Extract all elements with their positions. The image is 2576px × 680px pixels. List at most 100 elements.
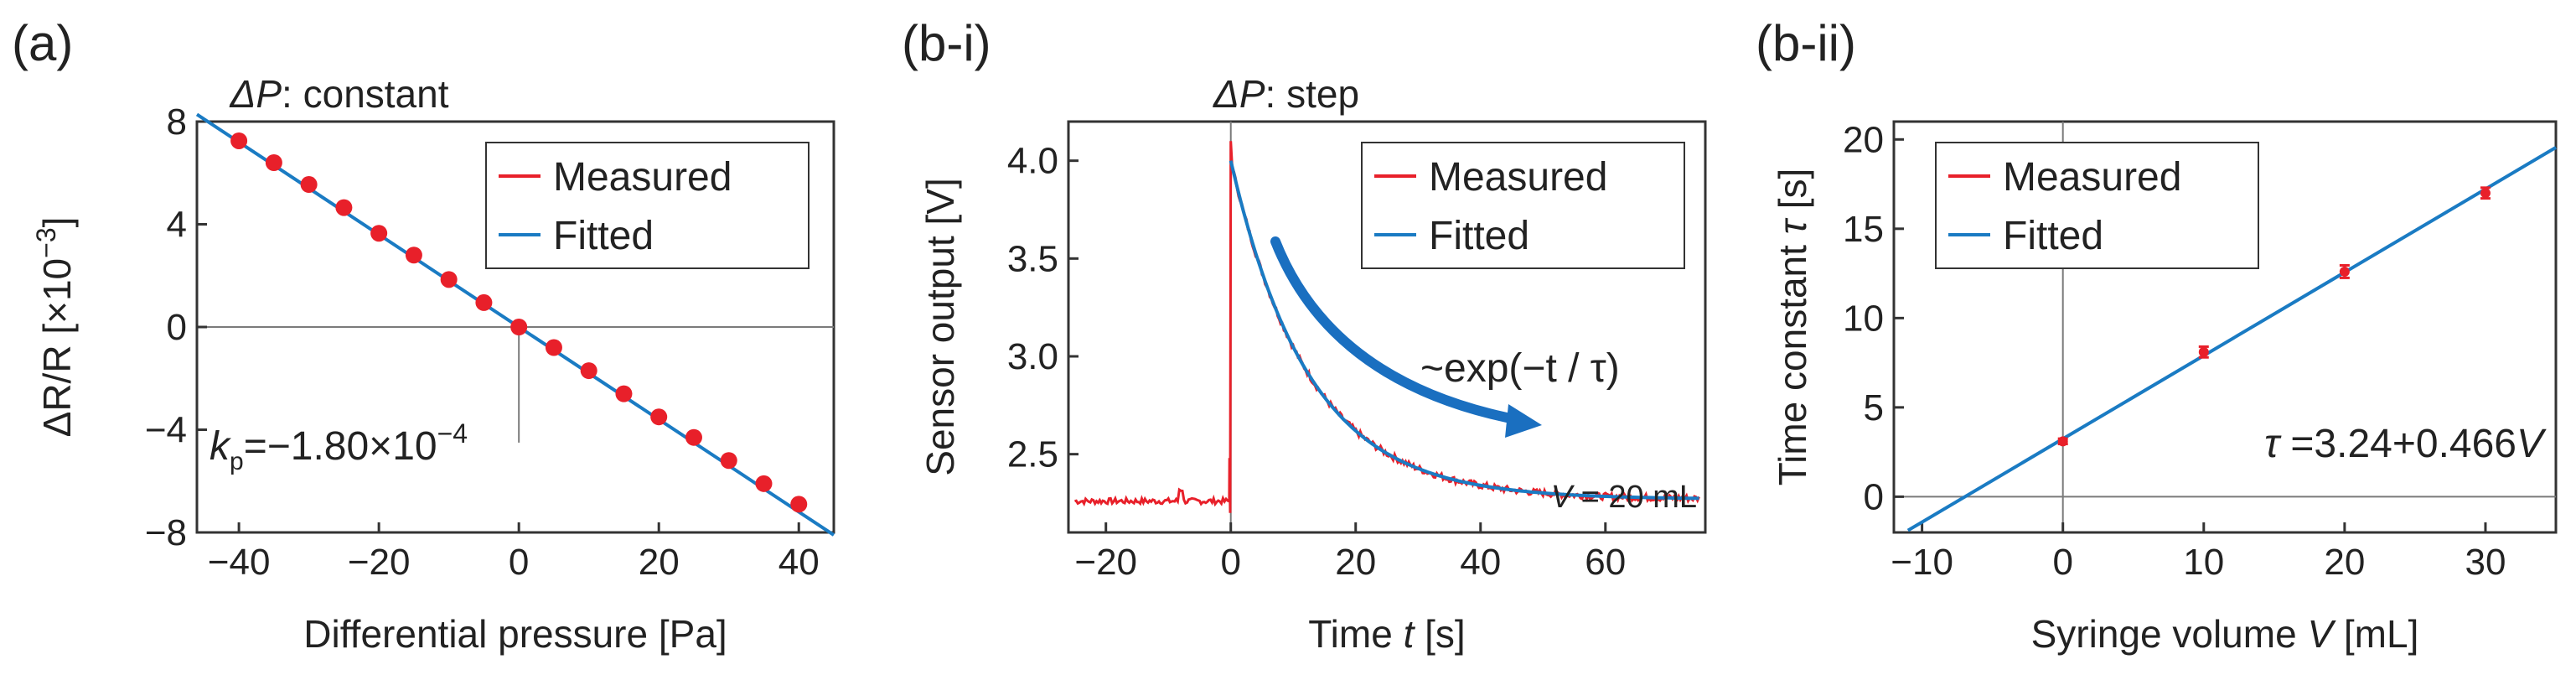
b2-xtick-label: 20 <box>2324 542 2365 583</box>
panel-a-ylabel-end: ] <box>35 217 79 228</box>
a-xtick-label: −40 <box>208 542 271 583</box>
panel-b-i-vol-var: V <box>1551 480 1575 515</box>
a-measured-point <box>475 293 493 311</box>
panel-b-i-xlabel: Time t [s] <box>1308 612 1465 656</box>
panel-b-ii-annotation: τ =3.24+0.466V <box>2264 422 2547 466</box>
b1-xtick-label: 0 <box>1220 542 1240 583</box>
b1-ytick-label: 3.5 <box>1007 238 1058 279</box>
panel-a-ylabel-exp: −3 <box>31 227 61 257</box>
b2-measured-point <box>2198 346 2209 357</box>
b1-xtick-label: 60 <box>1585 542 1626 583</box>
panel-b-i-frame <box>1067 120 1707 534</box>
a-xtick-label: 40 <box>778 542 820 583</box>
panel-b-ii-label: (b-ii) <box>1756 15 1856 71</box>
panel-a-legend: Measured Fitted <box>485 142 810 269</box>
decay-arrow <box>1270 236 1529 426</box>
panel-a-label: (a) <box>12 15 73 71</box>
a-measured-point <box>790 496 808 513</box>
panel-a-annotation: kp=−1.80×10−4 <box>209 418 468 475</box>
panel-b-i-legend-fitted: Fitted <box>1429 214 1529 258</box>
a-measured-point <box>335 199 353 216</box>
a-measured-point <box>230 132 248 149</box>
panel-b-ii-ann-tau: τ <box>2264 422 2282 466</box>
panel-a-title: ΔP: constant <box>230 72 449 116</box>
a-measured-point <box>265 154 282 171</box>
b2-xtick-label: −10 <box>1891 542 1953 583</box>
a-ytick-label: 4 <box>167 205 187 246</box>
a-measured-point <box>580 362 597 380</box>
panel-a-ann-k: k <box>209 424 232 469</box>
b2-xtick-label: 10 <box>2183 542 2224 583</box>
panel-b-i-label: (b-i) <box>902 15 991 71</box>
a-measured-point <box>440 271 458 288</box>
b2-measured-point <box>2480 188 2491 199</box>
a-ytick-label: −8 <box>145 512 187 553</box>
panel-b-i-volume-annotation: V = 20 mL <box>1551 480 1697 515</box>
panel-a-ylabel: ΔR/R [×10−3] <box>31 217 79 438</box>
panel-a-legend-box <box>485 142 810 269</box>
panel-b-ii-legend-box <box>1935 142 2259 269</box>
b1-xtick-label: −20 <box>1074 542 1137 583</box>
panel-b-ii-legend-measured: Measured <box>2003 155 2181 200</box>
panel-b-ii-xlabel-post: [mL] <box>2333 612 2418 656</box>
panel-b-ii-legend: Measured Fitted <box>1935 142 2259 269</box>
a-measured-point <box>685 428 702 446</box>
panel-b-i-exp-annotation: ~exp(−t / τ) <box>1420 346 1620 391</box>
panel-b-i-vol-text: = 20 mL <box>1572 480 1697 515</box>
panel-a-title-var: ΔP <box>230 72 282 116</box>
b2-measured-point <box>2339 266 2350 277</box>
a-measured-point <box>405 247 422 264</box>
b2-ytick-label: 0 <box>1864 476 1884 517</box>
b2-ytick-label: 15 <box>1843 209 1884 250</box>
a-measured-point <box>755 475 773 492</box>
b1-ytick-label: 4.0 <box>1007 141 1058 182</box>
panel-a-legend-fitted: Fitted <box>553 214 654 258</box>
a-ytick-label: −4 <box>145 410 187 451</box>
panel-b-ii-ylabel: Time constant τ [s] <box>1771 169 1814 486</box>
panel-b-i-title-var: ΔP <box>1213 72 1265 116</box>
panel-a-legend-measured: Measured <box>553 155 732 200</box>
panel-a-ylabel-main: ΔR/R [×10 <box>35 258 79 438</box>
a-measured-point <box>370 225 388 242</box>
panel-b-ii-ylabel-pre: Time constant <box>1771 234 1814 485</box>
b2-xtick-label: 0 <box>2052 542 2072 583</box>
panel-b-ii-ylabel-post: [s] <box>1771 169 1814 220</box>
a-measured-point <box>545 339 562 356</box>
a-xtick-label: 0 <box>509 542 529 583</box>
a-xtick-label: −20 <box>348 542 411 583</box>
b1-ytick-label: 2.5 <box>1007 434 1058 475</box>
panel-b-i-xlabel-pre: Time <box>1308 612 1403 656</box>
panel-b-i-plot: −20 0 20 40 60 2.5 3.0 3.5 4.0 <box>1007 122 1700 583</box>
panel-a-ann-eq: =−1.80×10 <box>244 424 437 469</box>
panel-a-ann-sub: p <box>230 448 244 475</box>
a-ytick-label: 8 <box>167 101 187 143</box>
panel-a-xlabel: Differential pressure [Pa] <box>303 612 727 656</box>
panel-b-i-xlabel-post: [s] <box>1414 612 1465 656</box>
panel-b-i-legend-measured: Measured <box>1429 155 1607 200</box>
panel-b-i-title: ΔP: step <box>1213 72 1359 116</box>
b1-fitted-line <box>1229 160 1699 501</box>
panel-b-ii-ylabel-var: τ <box>1771 217 1814 234</box>
b1-xtick-label: 40 <box>1460 542 1501 583</box>
b1-ytick-label: 3.0 <box>1007 336 1058 377</box>
a-measured-point <box>720 452 737 470</box>
panel-b-ii-xlabel-pre: Syringe volume <box>2031 612 2308 656</box>
panel-b-ii-legend-fitted: Fitted <box>2003 214 2103 258</box>
b2-measured-point <box>2057 436 2068 447</box>
b2-ytick-label: 10 <box>1843 298 1884 339</box>
b2-fitted-line <box>1906 146 2558 532</box>
panel-b-i-legend-box <box>1361 142 1685 269</box>
a-measured-point <box>300 176 318 194</box>
b2-ytick-label: 5 <box>1864 387 1884 428</box>
panel-b-i-ylabel: Sensor output [V] <box>918 178 962 475</box>
panel-b-i-xlabel-var: t <box>1404 612 1416 656</box>
panel-a-title-rest: : constant <box>282 72 449 116</box>
panel-b-i: (b-i) ΔP: step −20 0 20 40 60 2.5 3.0 3.5 4.0 Ti… <box>902 15 1707 656</box>
b2-ytick-label: 20 <box>1843 119 1884 160</box>
b1-xtick-label: 20 <box>1335 542 1376 583</box>
b2-xtick-label: 30 <box>2465 542 2506 583</box>
